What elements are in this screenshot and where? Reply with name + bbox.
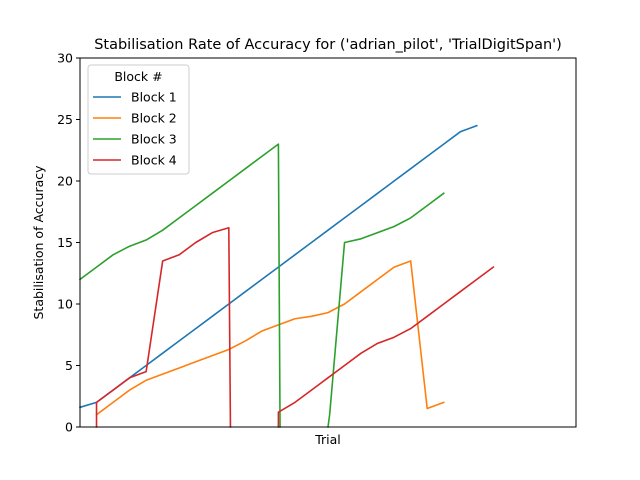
y-tick-label: 30	[57, 51, 73, 66]
y-tick-label: 20	[57, 174, 73, 189]
series-line-block-3	[78, 143, 445, 428]
y-tick-label: 15	[57, 235, 73, 250]
y-tick-label: 25	[57, 112, 73, 127]
x-axis-label: Trial	[314, 432, 341, 447]
chart-title: Stabilisation Rate of Accuracy for ('adr…	[94, 37, 562, 53]
legend: Block # Block 1 Block 2 Block 3 Block 4	[87, 64, 190, 175]
legend-box	[87, 64, 190, 175]
y-tick-label: 5	[65, 358, 73, 373]
legend-title: Block #	[114, 69, 162, 84]
legend-label-block-3: Block 3	[131, 132, 177, 147]
legend-label-block-4: Block 4	[131, 153, 177, 168]
series-line-block-4	[95, 226, 495, 428]
y-tick-label: 0	[65, 420, 73, 435]
y-axis-ticks: 0 5 10 15 20 25 30	[57, 51, 80, 435]
y-tick-label: 10	[57, 297, 73, 312]
legend-label-block-1: Block 1	[131, 90, 177, 105]
y-axis-label: Stabilisation of Accuracy	[31, 165, 46, 320]
plot-area	[78, 124, 495, 428]
legend-label-block-2: Block 2	[131, 111, 177, 126]
series-line-block-2	[95, 260, 445, 416]
